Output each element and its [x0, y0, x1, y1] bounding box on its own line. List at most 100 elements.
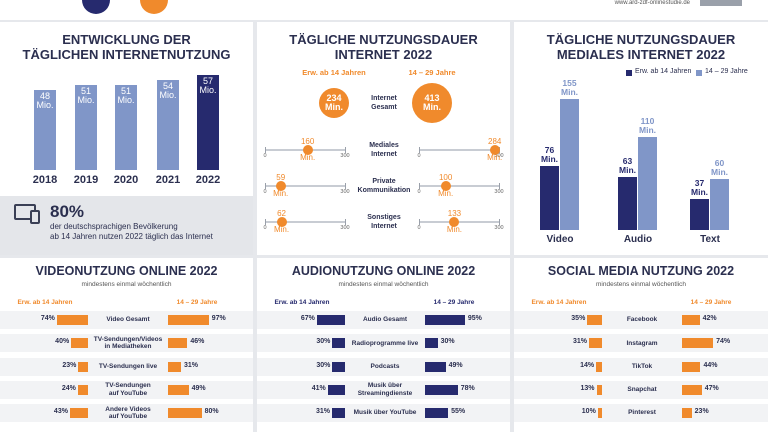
bar [682, 315, 700, 325]
bar [157, 80, 179, 170]
tick-mark [264, 147, 266, 153]
row-band [257, 357, 510, 376]
category-label: Sonstiges Internet [367, 214, 401, 230]
bar-label: 10% [581, 408, 596, 416]
bar-label: 74% [716, 338, 731, 346]
bar [596, 384, 602, 395]
legend-label: 14 – 29 Jahre [176, 299, 218, 306]
tick-label: 300 [494, 189, 504, 195]
bar-label: 78% [460, 384, 475, 392]
value-label: 62 Min. [273, 209, 290, 234]
x-tick-label: Video [546, 234, 574, 245]
bar-label: 31% [572, 338, 587, 346]
panel-title: TÄGLICHE NUTZUNGSDAUER INTERNET 2022 [289, 32, 478, 62]
bar [34, 90, 56, 170]
bar-label: 76 Min. [541, 144, 558, 164]
tick-mark [344, 183, 346, 189]
category-label: Radioprogramme live [351, 339, 419, 347]
row-band [514, 357, 768, 376]
category-label: Podcasts [370, 362, 400, 370]
bar-label: 24% [61, 384, 76, 392]
value-label: 59 Min. [273, 173, 289, 198]
panel-subtitle: mindestens einmal wöchentlich [81, 281, 172, 288]
slider-knob [449, 217, 460, 227]
category-label: Musik über Streamingdienste [357, 382, 413, 397]
x-tick-label: 2021 [155, 174, 181, 186]
bar-label: 14% [580, 361, 595, 369]
category-label: TV-Sendungen live [98, 362, 158, 370]
bar-label: 51 Mio. [117, 86, 135, 105]
bar-label: 23% [694, 408, 709, 416]
bar-label: 40% [55, 338, 70, 346]
bar [197, 75, 219, 170]
header-url: www.ard-zdf-onlinestudie.de [614, 0, 690, 6]
slider-knob [489, 145, 500, 155]
category-label: TikTok [631, 362, 653, 370]
tick-label: 0 [263, 225, 267, 231]
note-box [0, 196, 253, 255]
category-label: Snapchat [627, 386, 657, 394]
bar [71, 338, 88, 349]
bar [425, 361, 446, 372]
tick-label: 300 [340, 153, 350, 159]
slider-knob [440, 181, 451, 191]
bar [596, 361, 602, 372]
legend-swatch [626, 70, 632, 76]
tick-label: 300 [340, 189, 350, 195]
row-band [514, 404, 768, 423]
bar-label: 44% [703, 361, 718, 369]
x-tick-label: 2019 [73, 174, 99, 186]
bar [75, 85, 97, 170]
tick-mark [498, 219, 500, 225]
bar [560, 99, 579, 230]
panel-title: TÄGLICHE NUTZUNGSDAUER MEDIALES INTERNET… [546, 32, 736, 62]
tick-mark [418, 183, 420, 189]
row-band [0, 357, 253, 376]
legend-label: Erw. ab 14 Jahren [302, 68, 366, 77]
category-label: Facebook [626, 316, 658, 324]
panel-title: SOCIAL MEDIA NUTZUNG 2022 [547, 264, 735, 278]
tick-label: 0 [263, 189, 267, 195]
bar [682, 338, 714, 349]
bar-label: 41% [311, 384, 326, 392]
panel: TÄGLICHE NUTZUNGSDAUER MEDIALES INTERNET… [514, 22, 768, 255]
bubble-label: 413 Min. [423, 93, 441, 112]
tick-label: 300 [494, 153, 504, 159]
logo [82, 0, 110, 14]
bar [69, 408, 88, 419]
panel-title: ENTWICKLUNG DER TÄGLICHEN INTERNETNUTZUN… [22, 32, 231, 62]
bar [56, 315, 88, 325]
bar-label: 49% [191, 384, 206, 392]
bar [682, 408, 692, 419]
bar [77, 384, 88, 395]
bar [332, 361, 345, 372]
bar-label: 55% [451, 408, 466, 416]
x-tick-label: 2022 [195, 174, 221, 186]
bar [168, 408, 202, 419]
bar [682, 384, 702, 395]
slider-knob [302, 145, 313, 155]
tick-label: 0 [417, 153, 421, 159]
tick-mark [344, 147, 346, 153]
tick-label: 300 [340, 225, 350, 231]
tick-label: 0 [417, 225, 421, 231]
bar-label: 35% [571, 315, 586, 322]
category-label: TV-Sendungen auf YouTube [105, 382, 151, 397]
tick-label: 0 [263, 153, 267, 159]
panel: VIDEONUTZUNG ONLINE 2022 mindestens einma… [0, 258, 253, 432]
bubble-label: 234 Min. [325, 93, 343, 112]
note-title: 80% [50, 202, 85, 221]
bar-label: 30% [316, 361, 331, 369]
panel-subtitle: mindestens einmal wöchentlich [596, 281, 686, 288]
bar [425, 315, 465, 325]
bar [168, 361, 182, 372]
category-label: Internet Gesamt [371, 95, 397, 111]
x-tick-label: Audio [623, 234, 653, 245]
bar-label: 80% [204, 408, 219, 416]
bar-label: 31% [184, 361, 199, 369]
bubble [411, 82, 453, 124]
tick-mark [344, 219, 346, 225]
bar-label: 43% [53, 408, 68, 416]
bar [540, 165, 559, 230]
